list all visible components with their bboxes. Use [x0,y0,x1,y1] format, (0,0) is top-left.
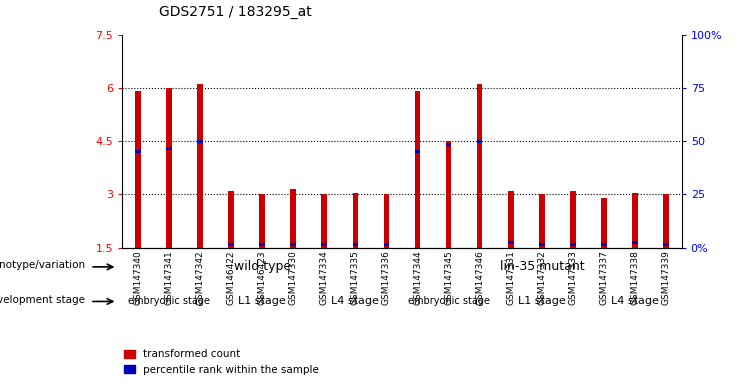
Bar [166,147,172,150]
Bar [353,193,358,248]
Bar [601,243,607,246]
Bar [663,243,669,246]
Bar [166,88,172,248]
Bar [539,243,545,246]
Legend: transformed count, percentile rank within the sample: transformed count, percentile rank withi… [120,345,323,379]
Text: development stage: development stage [0,295,85,305]
Bar [259,243,265,246]
Bar [632,193,638,248]
Bar [228,243,234,246]
Text: L4 stage: L4 stage [331,296,379,306]
Bar [135,91,141,248]
Bar [570,243,576,246]
Bar [197,139,203,143]
Bar [446,143,451,146]
Bar [663,194,669,248]
Text: wild type: wild type [233,260,290,273]
Text: GDS2751 / 183295_at: GDS2751 / 183295_at [159,5,312,19]
Text: lin-35 mutant: lin-35 mutant [499,260,584,273]
Bar [539,194,545,248]
Bar [384,194,389,248]
Bar [477,84,482,248]
Bar [415,91,420,248]
Text: L1 stage: L1 stage [239,296,286,306]
Bar [353,243,358,246]
Text: L4 stage: L4 stage [611,296,659,306]
Bar [477,139,482,143]
Bar [228,191,234,248]
Bar [197,84,203,248]
Text: genotype/variation: genotype/variation [0,260,85,270]
Bar [508,191,514,248]
Bar [508,241,514,244]
Bar [322,243,327,246]
Bar [259,194,265,248]
Bar [632,241,638,244]
Bar [446,141,451,248]
Bar [290,243,296,246]
Bar [415,150,420,153]
Bar [290,189,296,248]
Bar [601,198,607,248]
Bar [322,194,327,248]
Bar [570,191,576,248]
Text: embryonic stage: embryonic stage [128,296,210,306]
Text: embryonic stage: embryonic stage [408,296,490,306]
Bar [384,243,389,246]
Text: L1 stage: L1 stage [518,296,565,306]
Bar [135,150,141,153]
